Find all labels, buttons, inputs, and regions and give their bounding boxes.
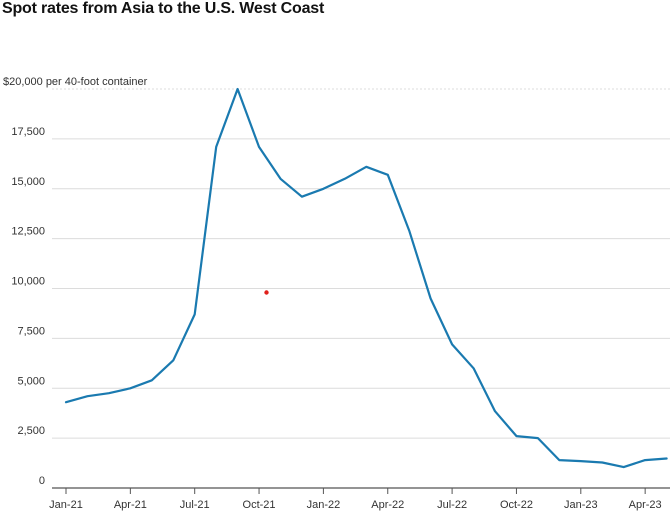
series-line [64, 87, 668, 469]
x-tick-label: Jul-22 [437, 499, 467, 511]
y-tick-label: 7,500 [17, 325, 45, 337]
x-tick-label: Jan-22 [307, 499, 341, 511]
x-tick-label: Apr-22 [371, 499, 404, 511]
y-tick-label: 17,500 [11, 126, 45, 138]
x-tick-label: Jul-21 [180, 499, 210, 511]
x-tick-label: Jan-21 [49, 499, 83, 511]
series-group [64, 87, 668, 469]
y-axis-ticks: 17,500 15,000 12,500 10,000 7,500 5,000 2,500 0 [11, 126, 45, 487]
x-tick-label: Jan-23 [564, 499, 598, 511]
y-axis-unit-label: $20,000 per 40-foot container [3, 76, 148, 88]
annotation-dot [264, 290, 269, 295]
y-tick-label: 0 [39, 475, 45, 487]
x-tick-label: Apr-23 [629, 499, 662, 511]
y-tick-label: 2,500 [17, 425, 45, 437]
x-axis: Jan-21 Apr-21 Jul-21 Oct-21 Jan-22 Apr-22 Jul-… [49, 487, 670, 511]
x-tick-label: Oct-22 [500, 499, 533, 511]
x-tick-label: Apr-21 [114, 499, 147, 511]
y-tick-label: 12,500 [11, 226, 45, 238]
y-tick-label: 5,000 [17, 375, 45, 387]
x-tick-label: Oct-21 [243, 499, 276, 511]
y-tick-label: 10,000 [11, 276, 45, 288]
chart-title: Spot rates from Asia to the U.S. West Co… [2, 0, 325, 17]
grid-lines [52, 88, 670, 439]
y-tick-label: 15,000 [11, 176, 45, 188]
